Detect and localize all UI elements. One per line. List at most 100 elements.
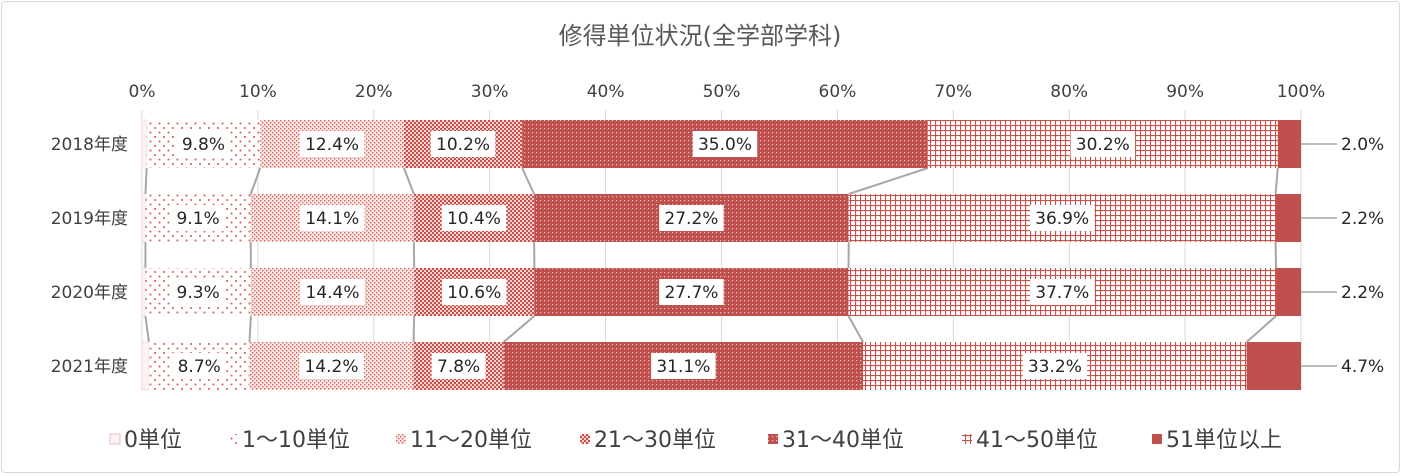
x-tick-label: 50% — [703, 82, 741, 102]
series-line — [248, 315, 252, 343]
category-label: 2020年度 — [51, 283, 128, 303]
bar-segment — [141, 193, 146, 243]
bar-segment — [1246, 342, 1301, 390]
data-label: 8.7% — [178, 357, 221, 377]
category-labels: 2018年度 2019年度 2020年度 2021年度 — [51, 135, 128, 377]
data-label: 9.3% — [177, 283, 220, 303]
category-label: 2019年度 — [51, 209, 128, 229]
data-label: 30.2% — [1076, 135, 1130, 155]
x-tick-label: 80% — [1050, 82, 1088, 102]
legend-label: 11〜20単位 — [410, 428, 532, 453]
data-label-box — [431, 353, 486, 379]
bar-segment — [141, 119, 147, 169]
data-label-box — [1022, 353, 1088, 379]
data-label: 14.1% — [305, 209, 359, 229]
legend-swatch — [768, 434, 778, 444]
data-label: 2.2% — [1341, 209, 1384, 229]
bar-segment — [1276, 268, 1301, 316]
x-tick-label: 70% — [934, 82, 972, 102]
data-label-box — [1029, 205, 1095, 231]
data-label: 9.1% — [176, 209, 219, 229]
data-label-box — [1030, 279, 1095, 305]
series-line — [144, 167, 148, 195]
bar-segment — [1277, 120, 1301, 168]
x-axis-ticks: 0% 10% 20% 30% 40% 50% 60% 70% 80% 90% 100% — [129, 82, 1326, 102]
x-tick-label: 10% — [239, 82, 277, 102]
bar-segment — [141, 267, 146, 317]
data-label-box — [430, 131, 496, 157]
data-label-box — [172, 353, 227, 379]
bar-segment — [1275, 194, 1301, 242]
data-label-box — [171, 205, 226, 231]
legend-swatch — [580, 434, 590, 444]
x-tick-label: 0% — [129, 82, 156, 102]
series-line — [847, 315, 864, 343]
data-label: 7.8% — [437, 357, 480, 377]
bar-segment — [141, 341, 150, 391]
legend-label: 1〜10単位 — [242, 428, 350, 453]
series-line — [503, 315, 536, 343]
chart-title: 修得単位状況(全学部学科) — [559, 22, 842, 50]
data-label: 14.2% — [304, 357, 358, 377]
data-label-box — [299, 131, 365, 157]
legend-swatch — [1152, 434, 1162, 444]
data-label: 14.4% — [306, 283, 360, 303]
series-line — [1246, 315, 1277, 343]
data-label-box — [442, 279, 507, 305]
series-lines — [144, 167, 1279, 343]
legend-label: 21〜30単位 — [594, 428, 716, 453]
legend-label: 51単位以上 — [1166, 428, 1282, 453]
x-tick-label: 40% — [587, 82, 625, 102]
data-label: 37.7% — [1035, 283, 1089, 303]
data-label-box — [441, 205, 507, 231]
data-label: 31.1% — [656, 357, 710, 377]
data-label-box — [659, 205, 724, 231]
data-label-box — [651, 353, 716, 379]
legend-swatch — [109, 433, 121, 445]
series-line — [412, 315, 416, 343]
series-line — [144, 315, 150, 343]
data-label: 12.4% — [305, 135, 359, 155]
data-label: 10.2% — [436, 135, 490, 155]
legend-swatch — [962, 434, 972, 444]
x-tick-label: 30% — [471, 82, 509, 102]
data-label: 33.2% — [1028, 357, 1082, 377]
series-line — [402, 167, 415, 195]
data-label: 10.4% — [447, 209, 501, 229]
x-tick-label: 20% — [355, 82, 393, 102]
data-label-box — [692, 131, 758, 157]
legend: 0単位 1〜10単位 11〜20単位 21〜30単位 31〜40単位 41〜50単位 51単… — [109, 428, 1282, 453]
series-line — [1274, 167, 1279, 195]
data-label: 2.0% — [1341, 135, 1384, 155]
series-line — [249, 167, 262, 195]
data-label: 36.9% — [1035, 209, 1089, 229]
legend-swatch — [396, 434, 406, 444]
data-label-box — [659, 279, 724, 305]
series-line — [848, 167, 929, 195]
data-label: 2.2% — [1341, 283, 1384, 303]
data-label: 10.6% — [447, 283, 501, 303]
legend-label: 0単位 — [124, 428, 182, 453]
data-label: 9.8% — [182, 135, 225, 155]
data-label-box — [300, 279, 365, 305]
legend-label: 41〜50単位 — [976, 428, 1098, 453]
data-labels: 9.8% 12.4% 10.2% 35.0% 30.2% 2.0% 9.1% 14.1% 10.… — [171, 131, 1384, 379]
series-line — [521, 167, 536, 195]
data-label-box — [300, 205, 365, 231]
data-label: 4.7% — [1341, 357, 1384, 377]
data-label-box — [1070, 131, 1136, 157]
legend-label: 31〜40単位 — [782, 428, 904, 453]
x-tick-label: 100% — [1277, 82, 1326, 102]
x-tick-label: 60% — [819, 82, 857, 102]
data-label: 27.2% — [664, 209, 718, 229]
data-label-box — [176, 131, 231, 157]
data-label: 35.0% — [698, 135, 752, 155]
category-label: 2021年度 — [51, 357, 128, 377]
legend-swatch — [228, 434, 238, 444]
data-label: 27.7% — [664, 283, 718, 303]
category-label: 2018年度 — [51, 135, 128, 155]
data-label-box — [299, 353, 364, 379]
x-tick-label: 90% — [1166, 82, 1204, 102]
data-label-box — [171, 279, 226, 305]
